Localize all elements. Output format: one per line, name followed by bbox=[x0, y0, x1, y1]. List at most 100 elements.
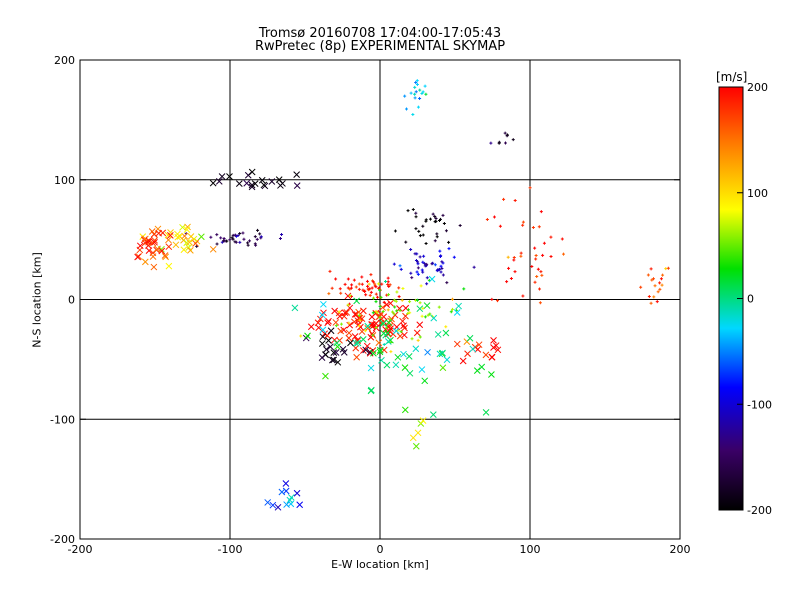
data-point bbox=[184, 223, 191, 231]
data-point bbox=[395, 290, 399, 294]
data-point bbox=[174, 233, 182, 241]
data-point bbox=[489, 141, 493, 145]
data-point bbox=[358, 328, 366, 335]
data-point bbox=[256, 228, 260, 232]
data-point bbox=[357, 324, 361, 328]
data-point bbox=[350, 283, 354, 287]
data-point bbox=[400, 331, 408, 339]
data-point bbox=[299, 334, 303, 338]
data-point bbox=[423, 302, 431, 309]
data-point bbox=[542, 241, 546, 245]
data-point bbox=[424, 242, 428, 246]
data-point bbox=[452, 255, 456, 259]
data-point bbox=[435, 269, 439, 273]
data-point bbox=[293, 171, 301, 178]
data-point bbox=[519, 254, 523, 258]
data-point bbox=[218, 173, 226, 180]
data-point bbox=[360, 275, 364, 279]
data-point bbox=[413, 96, 417, 100]
data-point bbox=[649, 267, 653, 271]
data-point bbox=[395, 309, 399, 313]
data-point bbox=[380, 282, 384, 286]
data-point bbox=[658, 287, 662, 291]
data-point bbox=[332, 349, 340, 356]
data-point bbox=[400, 322, 407, 330]
data-point bbox=[442, 221, 446, 225]
y-tick-label: -200 bbox=[50, 533, 75, 546]
data-point bbox=[549, 235, 553, 239]
data-point bbox=[195, 244, 199, 248]
data-point bbox=[449, 310, 453, 314]
data-point bbox=[362, 346, 370, 354]
data-point bbox=[347, 339, 354, 347]
data-point bbox=[159, 229, 167, 237]
data-point bbox=[453, 340, 461, 348]
data-point bbox=[534, 254, 538, 258]
data-point bbox=[330, 286, 334, 290]
data-point bbox=[459, 357, 467, 365]
data-point bbox=[374, 309, 378, 313]
data-point bbox=[412, 442, 420, 450]
data-point bbox=[519, 251, 523, 255]
data-point bbox=[158, 247, 166, 255]
data-point bbox=[488, 353, 496, 361]
data-point bbox=[296, 501, 304, 509]
data-point bbox=[505, 134, 509, 138]
data-point bbox=[148, 228, 156, 235]
data-point bbox=[652, 295, 656, 299]
data-point bbox=[507, 266, 511, 270]
data-point bbox=[369, 290, 373, 294]
data-point bbox=[349, 286, 353, 290]
data-point bbox=[258, 176, 266, 184]
data-point bbox=[304, 332, 311, 340]
data-point bbox=[383, 280, 387, 284]
data-point bbox=[226, 173, 233, 180]
data-point bbox=[219, 236, 223, 240]
data-point bbox=[447, 240, 451, 244]
data-point bbox=[416, 262, 420, 266]
data-point bbox=[434, 331, 442, 338]
data-point bbox=[373, 282, 377, 286]
data-point bbox=[442, 329, 450, 337]
data-point bbox=[414, 81, 418, 85]
chart-subtitle: RwPretec (8p) EXPERIMENTAL SKYMAP bbox=[254, 39, 506, 54]
data-point bbox=[433, 239, 437, 243]
data-point bbox=[334, 324, 338, 328]
data-point bbox=[478, 363, 486, 371]
data-point bbox=[346, 277, 350, 281]
data-point bbox=[498, 224, 502, 228]
data-point bbox=[334, 358, 342, 366]
data-point bbox=[492, 342, 500, 349]
data-point bbox=[533, 246, 537, 250]
data-point bbox=[318, 354, 326, 361]
data-point bbox=[386, 276, 390, 280]
data-point bbox=[659, 277, 663, 281]
data-point bbox=[405, 353, 413, 360]
colorbar-tick-label: 200 bbox=[747, 81, 768, 94]
data-point bbox=[534, 257, 538, 261]
data-point bbox=[413, 92, 417, 96]
data-point bbox=[248, 239, 252, 243]
data-point bbox=[490, 336, 497, 344]
data-point bbox=[430, 314, 438, 322]
data-point bbox=[222, 236, 226, 240]
data-point bbox=[356, 314, 364, 322]
data-point bbox=[394, 299, 398, 303]
data-point bbox=[400, 298, 404, 302]
data-point bbox=[280, 232, 284, 236]
data-point bbox=[560, 237, 564, 241]
data-point bbox=[269, 501, 277, 509]
data-point bbox=[464, 350, 471, 358]
data-point bbox=[372, 296, 376, 300]
data-point bbox=[352, 340, 360, 347]
colorbar-ticks: 200 100 0 -100 -200 bbox=[737, 81, 772, 517]
data-point bbox=[401, 406, 409, 414]
data-point bbox=[535, 275, 539, 279]
data-point bbox=[540, 273, 544, 277]
data-point bbox=[437, 305, 441, 309]
chart-title: Tromsø 20160708 17:04:00-17:05:43 bbox=[258, 26, 502, 41]
data-point bbox=[400, 350, 407, 358]
data-point bbox=[401, 324, 408, 332]
data-point bbox=[530, 264, 534, 268]
data-point bbox=[414, 211, 418, 215]
